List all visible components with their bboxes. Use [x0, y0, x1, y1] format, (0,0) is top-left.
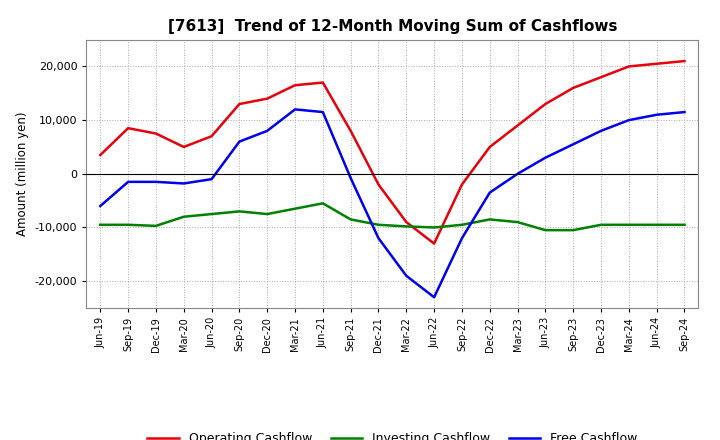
Investing Cashflow	[124, 222, 132, 227]
Free Cashflow	[569, 142, 577, 147]
Operating Cashflow	[513, 123, 522, 128]
Operating Cashflow	[485, 144, 494, 150]
Investing Cashflow	[597, 222, 606, 227]
Operating Cashflow	[318, 80, 327, 85]
Investing Cashflow	[541, 227, 550, 233]
Free Cashflow	[346, 176, 355, 181]
Investing Cashflow	[485, 217, 494, 222]
Free Cashflow	[652, 112, 661, 117]
Y-axis label: Amount (million yen): Amount (million yen)	[16, 112, 30, 236]
Free Cashflow	[624, 117, 633, 123]
Investing Cashflow	[624, 222, 633, 227]
Free Cashflow	[96, 203, 104, 209]
Free Cashflow	[124, 179, 132, 184]
Operating Cashflow	[207, 134, 216, 139]
Investing Cashflow	[402, 224, 410, 229]
Line: Free Cashflow: Free Cashflow	[100, 110, 685, 297]
Investing Cashflow	[458, 222, 467, 227]
Investing Cashflow	[207, 211, 216, 216]
Operating Cashflow	[680, 59, 689, 64]
Free Cashflow	[485, 190, 494, 195]
Investing Cashflow	[96, 222, 104, 227]
Free Cashflow	[318, 110, 327, 115]
Legend: Operating Cashflow, Investing Cashflow, Free Cashflow: Operating Cashflow, Investing Cashflow, …	[143, 427, 642, 440]
Free Cashflow	[263, 128, 271, 133]
Operating Cashflow	[402, 220, 410, 225]
Operating Cashflow	[652, 61, 661, 66]
Investing Cashflow	[513, 220, 522, 225]
Operating Cashflow	[124, 125, 132, 131]
Investing Cashflow	[179, 214, 188, 220]
Free Cashflow	[374, 235, 383, 241]
Investing Cashflow	[263, 211, 271, 216]
Free Cashflow	[680, 110, 689, 115]
Operating Cashflow	[624, 64, 633, 69]
Investing Cashflow	[235, 209, 243, 214]
Free Cashflow	[152, 179, 161, 184]
Operating Cashflow	[235, 101, 243, 106]
Operating Cashflow	[569, 85, 577, 91]
Investing Cashflow	[318, 201, 327, 206]
Operating Cashflow	[96, 152, 104, 158]
Free Cashflow	[541, 155, 550, 160]
Investing Cashflow	[430, 225, 438, 230]
Investing Cashflow	[374, 222, 383, 227]
Operating Cashflow	[291, 83, 300, 88]
Investing Cashflow	[152, 223, 161, 228]
Free Cashflow	[513, 171, 522, 176]
Free Cashflow	[291, 107, 300, 112]
Free Cashflow	[235, 139, 243, 144]
Investing Cashflow	[680, 222, 689, 227]
Line: Operating Cashflow: Operating Cashflow	[100, 61, 685, 244]
Operating Cashflow	[597, 74, 606, 80]
Operating Cashflow	[430, 241, 438, 246]
Free Cashflow	[402, 273, 410, 279]
Operating Cashflow	[346, 128, 355, 133]
Operating Cashflow	[263, 96, 271, 101]
Operating Cashflow	[152, 131, 161, 136]
Investing Cashflow	[569, 227, 577, 233]
Investing Cashflow	[346, 217, 355, 222]
Free Cashflow	[207, 176, 216, 182]
Operating Cashflow	[541, 101, 550, 106]
Operating Cashflow	[374, 182, 383, 187]
Operating Cashflow	[179, 144, 188, 150]
Free Cashflow	[430, 295, 438, 300]
Free Cashflow	[179, 181, 188, 186]
Operating Cashflow	[458, 182, 467, 187]
Free Cashflow	[458, 235, 467, 241]
Investing Cashflow	[652, 222, 661, 227]
Free Cashflow	[597, 128, 606, 133]
Title: [7613]  Trend of 12-Month Moving Sum of Cashflows: [7613] Trend of 12-Month Moving Sum of C…	[168, 19, 617, 34]
Investing Cashflow	[291, 206, 300, 211]
Line: Investing Cashflow: Investing Cashflow	[100, 203, 685, 230]
